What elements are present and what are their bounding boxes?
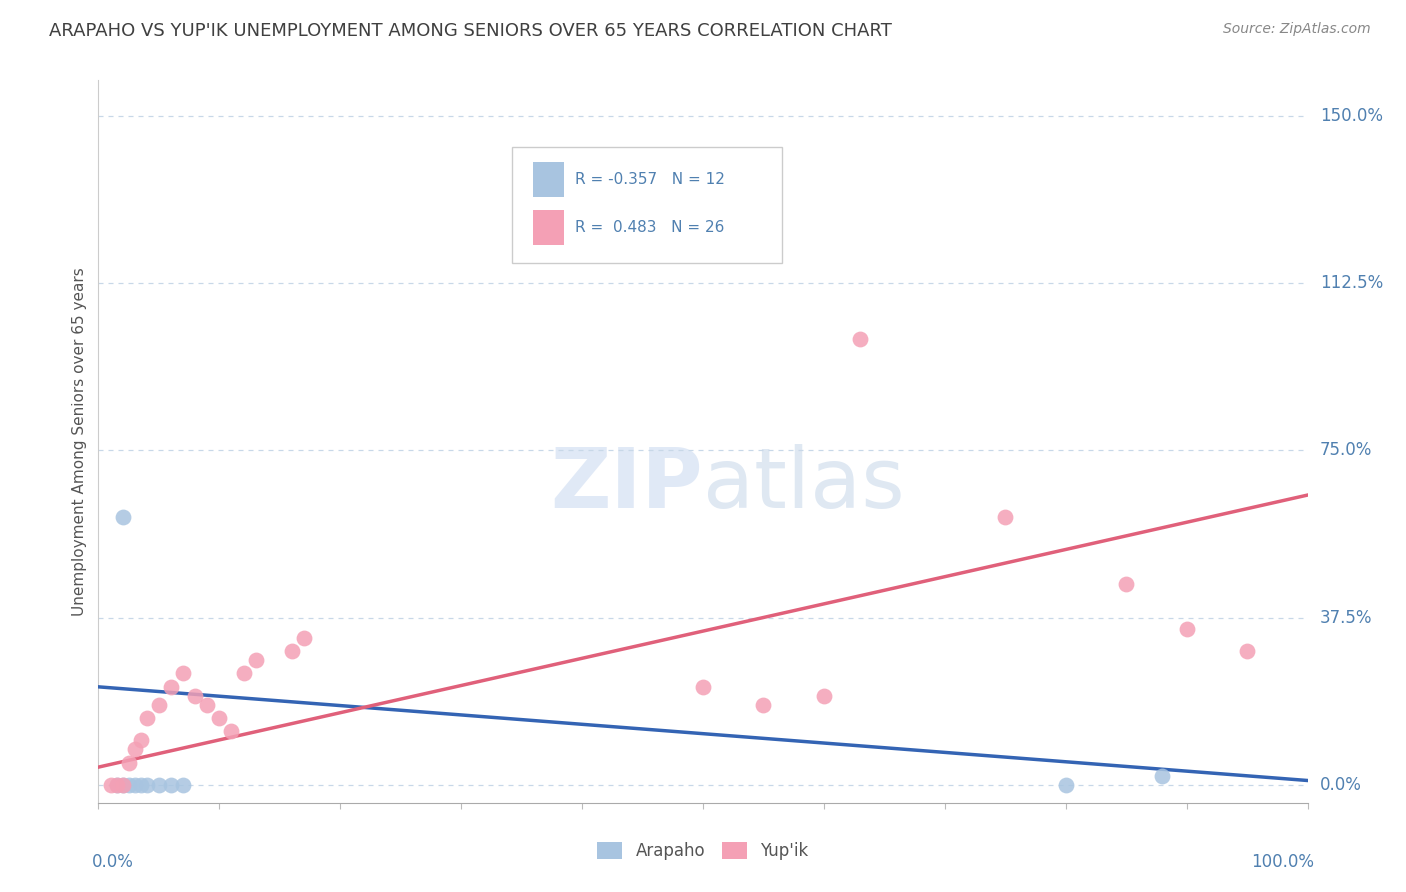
- Point: [111, 510, 134, 524]
- Point: [184, 689, 207, 703]
- Point: [692, 680, 714, 694]
- Text: 112.5%: 112.5%: [1320, 274, 1384, 293]
- Point: [232, 666, 254, 681]
- Y-axis label: Unemployment Among Seniors over 65 years: Unemployment Among Seniors over 65 years: [72, 268, 87, 615]
- Point: [129, 778, 152, 792]
- Point: [135, 778, 157, 792]
- Point: [292, 631, 315, 645]
- Point: [221, 724, 243, 739]
- Point: [752, 698, 775, 712]
- Point: [148, 698, 170, 712]
- Point: [160, 778, 183, 792]
- Text: ZIP: ZIP: [551, 444, 703, 525]
- Point: [172, 666, 194, 681]
- Point: [172, 778, 194, 792]
- Text: Source: ZipAtlas.com: Source: ZipAtlas.com: [1223, 22, 1371, 37]
- Point: [849, 332, 872, 346]
- Point: [1115, 577, 1137, 591]
- Point: [994, 510, 1017, 524]
- Point: [281, 644, 304, 658]
- Point: [124, 778, 146, 792]
- Text: 37.5%: 37.5%: [1320, 608, 1372, 627]
- Point: [813, 689, 835, 703]
- Point: [129, 733, 152, 747]
- Text: atlas: atlas: [703, 444, 904, 525]
- Text: 0.0%: 0.0%: [93, 854, 134, 871]
- Point: [148, 778, 170, 792]
- Point: [105, 778, 128, 792]
- Point: [100, 778, 122, 792]
- Point: [124, 742, 146, 756]
- Text: 0.0%: 0.0%: [1320, 776, 1361, 794]
- Point: [160, 680, 183, 694]
- Point: [111, 778, 134, 792]
- Point: [1175, 622, 1198, 636]
- Legend: Arapaho, Yup'ik: Arapaho, Yup'ik: [591, 835, 815, 867]
- Text: R =  0.483   N = 26: R = 0.483 N = 26: [575, 220, 724, 235]
- Point: [105, 778, 128, 792]
- Point: [118, 756, 141, 770]
- Text: 100.0%: 100.0%: [1250, 854, 1313, 871]
- Point: [1152, 769, 1174, 783]
- Point: [208, 711, 231, 725]
- Point: [245, 653, 267, 667]
- Point: [111, 778, 134, 792]
- Point: [118, 778, 141, 792]
- Point: [1236, 644, 1258, 658]
- Point: [135, 711, 157, 725]
- Text: R = -0.357   N = 12: R = -0.357 N = 12: [575, 172, 725, 187]
- Point: [1054, 778, 1077, 792]
- Text: ARAPAHO VS YUP'IK UNEMPLOYMENT AMONG SENIORS OVER 65 YEARS CORRELATION CHART: ARAPAHO VS YUP'IK UNEMPLOYMENT AMONG SEN…: [49, 22, 891, 40]
- Point: [195, 698, 218, 712]
- Text: 75.0%: 75.0%: [1320, 442, 1372, 459]
- Text: 150.0%: 150.0%: [1320, 107, 1382, 125]
